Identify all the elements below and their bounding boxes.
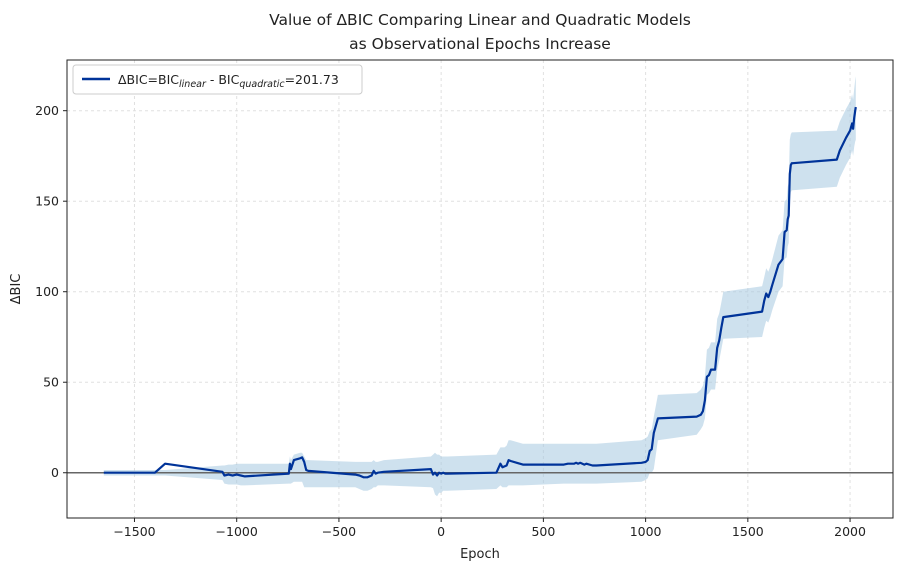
series-line (103, 106, 857, 479)
x-tick-label: −1000 (216, 524, 258, 539)
x-tick-label: −500 (322, 524, 356, 539)
x-ticks: −1500 −1000 −500 0 500 1000 1500 2000 (113, 518, 866, 539)
x-tick-label: 500 (531, 524, 555, 539)
x-tick-label: 1500 (732, 524, 764, 539)
legend-suffix: =201.73 (285, 72, 339, 87)
y-tick-label: 0 (51, 465, 59, 480)
x-tick-label: 1000 (630, 524, 662, 539)
x-axis-label: Epoch (460, 547, 500, 562)
x-tick-label: 2000 (834, 524, 866, 539)
chart-title-line-2: as Observational Epochs Increase (349, 35, 611, 53)
plot-frame (66, 59, 894, 519)
x-tick-label: −1500 (113, 524, 155, 539)
series-line-layer (103, 106, 857, 479)
chart-title-line-1: Value of ΔBIC Comparing Linear and Quadr… (269, 11, 691, 29)
legend-box (72, 64, 363, 95)
y-tick-label: 50 (43, 375, 59, 390)
legend-sub-linear: linear (179, 79, 207, 90)
y-tick-label: 100 (35, 284, 59, 299)
legend-mid: - BIC (206, 72, 240, 87)
x-tick-label: 0 (437, 524, 445, 539)
y-tick-label: 200 (35, 103, 59, 118)
legend: ΔBIC=BIClinear - BICquadratic=201.73 (72, 64, 363, 95)
y-ticks: 0 50 100 150 200 (35, 103, 67, 480)
legend-prefix: ΔBIC=BIC (118, 72, 179, 87)
y-axis-label: ΔBIC (9, 274, 24, 305)
legend-sub-quadratic: quadratic (239, 79, 285, 90)
y-tick-label: 150 (35, 194, 59, 209)
legend-label: ΔBIC=BIClinear - BICquadratic=201.73 (118, 72, 339, 90)
